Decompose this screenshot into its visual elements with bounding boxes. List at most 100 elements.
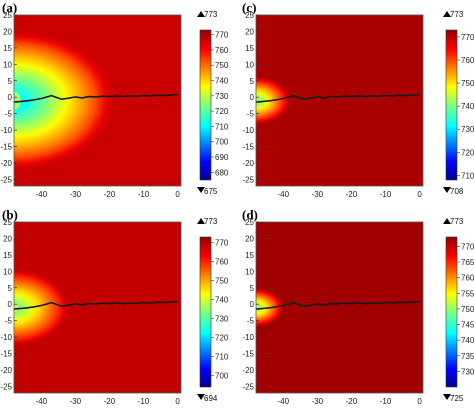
colorbar [445, 236, 458, 388]
colorbar-tick-label: 680 [215, 168, 229, 177]
min-marker-icon [197, 394, 205, 400]
y-tick-label: 15 [245, 251, 254, 260]
colorbar-tick-label: 760 [461, 274, 474, 283]
y-tick-label: 15 [3, 251, 12, 260]
x-tick-label: -20 [104, 397, 116, 406]
temperature-field [14, 222, 181, 393]
max-value-label: 773 [204, 10, 218, 19]
y-tick-label: -5 [5, 110, 13, 119]
y-tick-label: -10 [242, 333, 254, 342]
max-value-label: 773 [450, 217, 464, 226]
y-tick-label: 20 [3, 234, 12, 243]
y-tick-label: 15 [3, 44, 12, 53]
colorbar-tick-label: 750 [461, 305, 474, 314]
y-tick-label: 0 [250, 93, 255, 102]
plot-frame [13, 14, 182, 187]
crack-line [256, 93, 420, 103]
y-tick-label: 10 [3, 60, 12, 69]
y-tick-label: 0 [250, 300, 255, 309]
y-tick-label: 25 [245, 218, 254, 227]
y-tick-label: -5 [247, 317, 255, 326]
y-tick-label: -10 [0, 126, 12, 135]
colorbar-tick-label: 770 [215, 31, 229, 40]
min-marker-icon [443, 187, 451, 193]
colorbar-tick-label: 740 [461, 336, 474, 345]
colorbar-tick-label: 720 [215, 107, 229, 116]
max-marker-icon [197, 218, 205, 224]
crack-line [14, 300, 178, 310]
colorbar-tick-label: 730 [215, 92, 229, 101]
y-tick-label: 15 [245, 44, 254, 53]
x-tick-label: -40 [277, 190, 289, 199]
colorbar-tick-label: 730 [461, 367, 474, 376]
crack-line [14, 93, 178, 103]
y-tick-label: -20 [0, 366, 12, 375]
colorbar [199, 236, 212, 388]
panel-b: (b)25 20 15 10 5 0 -5 -10 -15 -20 -25 -40 -30 -20 -10 0… [0, 207, 229, 406]
x-tick-label: -30 [312, 190, 324, 199]
y-tick-label: -25 [242, 382, 254, 391]
colorbar-tick-label: 710 [215, 122, 229, 131]
x-tick-label: -30 [70, 397, 82, 406]
colorbar-tick-label: 745 [461, 321, 474, 330]
x-tick-label: -30 [70, 190, 82, 199]
max-marker-icon [443, 218, 451, 224]
min-marker-icon [197, 187, 205, 193]
x-tick-label: -10 [138, 190, 150, 199]
x-tick-label: -20 [346, 190, 358, 199]
colorbar-tick-label: 7700 [461, 33, 474, 42]
colorbar-tick-label: 750 [215, 61, 229, 70]
plot-frame [255, 221, 424, 394]
colorbar-tick-label: 700 [215, 138, 229, 147]
panel-label: (d) [242, 207, 258, 222]
y-tick-label: -15 [242, 350, 254, 359]
y-tick-label: -25 [242, 175, 254, 184]
hot-spot [14, 302, 18, 313]
temperature-field [256, 222, 423, 393]
colorbar-tick-label: 7300 [461, 125, 474, 134]
y-tick-label: 0 [8, 300, 13, 309]
y-tick-label: -20 [242, 159, 254, 168]
max-value-label: 773 [204, 217, 218, 226]
y-tick-label: -15 [0, 350, 12, 359]
colorbar-tick-label: 740 [215, 77, 229, 86]
min-value-label: 708 [450, 187, 464, 196]
y-tick-label: 25 [3, 218, 12, 227]
panel-a: (a)25 20 15 10 5 0 -5 -10 -15 -20 -25 -40 -30 -20 -10 0… [0, 0, 229, 199]
colorbar [445, 29, 458, 181]
y-tick-label: -25 [0, 175, 12, 184]
max-marker-icon [443, 11, 451, 17]
colorbar-tick-label: 710 [215, 353, 229, 362]
x-tick-label: -40 [35, 190, 47, 199]
x-tick-label: -20 [104, 190, 116, 199]
hot-spot [14, 91, 21, 110]
colorbar-tick-label: 7400 [461, 102, 474, 111]
temperature-field [256, 15, 423, 186]
colorbar-tick-label: 720 [215, 334, 229, 343]
x-tick-label: 0 [175, 190, 180, 199]
y-tick-label: -20 [242, 366, 254, 375]
y-tick-label: -25 [0, 382, 12, 391]
y-tick-label: -10 [0, 333, 12, 342]
panel-label: (c) [242, 0, 256, 15]
y-tick-label: 10 [245, 60, 254, 69]
y-tick-label: -10 [242, 126, 254, 135]
x-tick-label: 0 [417, 190, 422, 199]
y-tick-label: 25 [3, 11, 12, 20]
x-tick-label: 0 [175, 397, 180, 406]
colorbar-tick-label: 730 [215, 315, 229, 324]
crack-line [256, 300, 420, 310]
y-tick-label: 0 [8, 93, 13, 102]
colorbar-tick-label: 765 [461, 258, 474, 267]
min-marker-icon [443, 394, 451, 400]
panel-d: (d)25 20 15 10 5 0 -5 -10 -15 -20 -25 -40 -30 -20 -10 0… [242, 207, 474, 406]
colorbar-tick-label: 735 [461, 352, 474, 361]
panel-c: (c)25 20 15 10 5 0 -5 -10 -15 -20 -25 -40 -30 -20 -10 0… [242, 0, 474, 199]
plot-frame [13, 221, 182, 394]
y-tick-label: 20 [3, 27, 12, 36]
colorbar-tick-label: 760 [215, 46, 229, 55]
colorbar-tick-label: 700 [215, 372, 229, 381]
colorbar-tick-label: 7500 [461, 79, 474, 88]
cooled-region [14, 268, 71, 347]
